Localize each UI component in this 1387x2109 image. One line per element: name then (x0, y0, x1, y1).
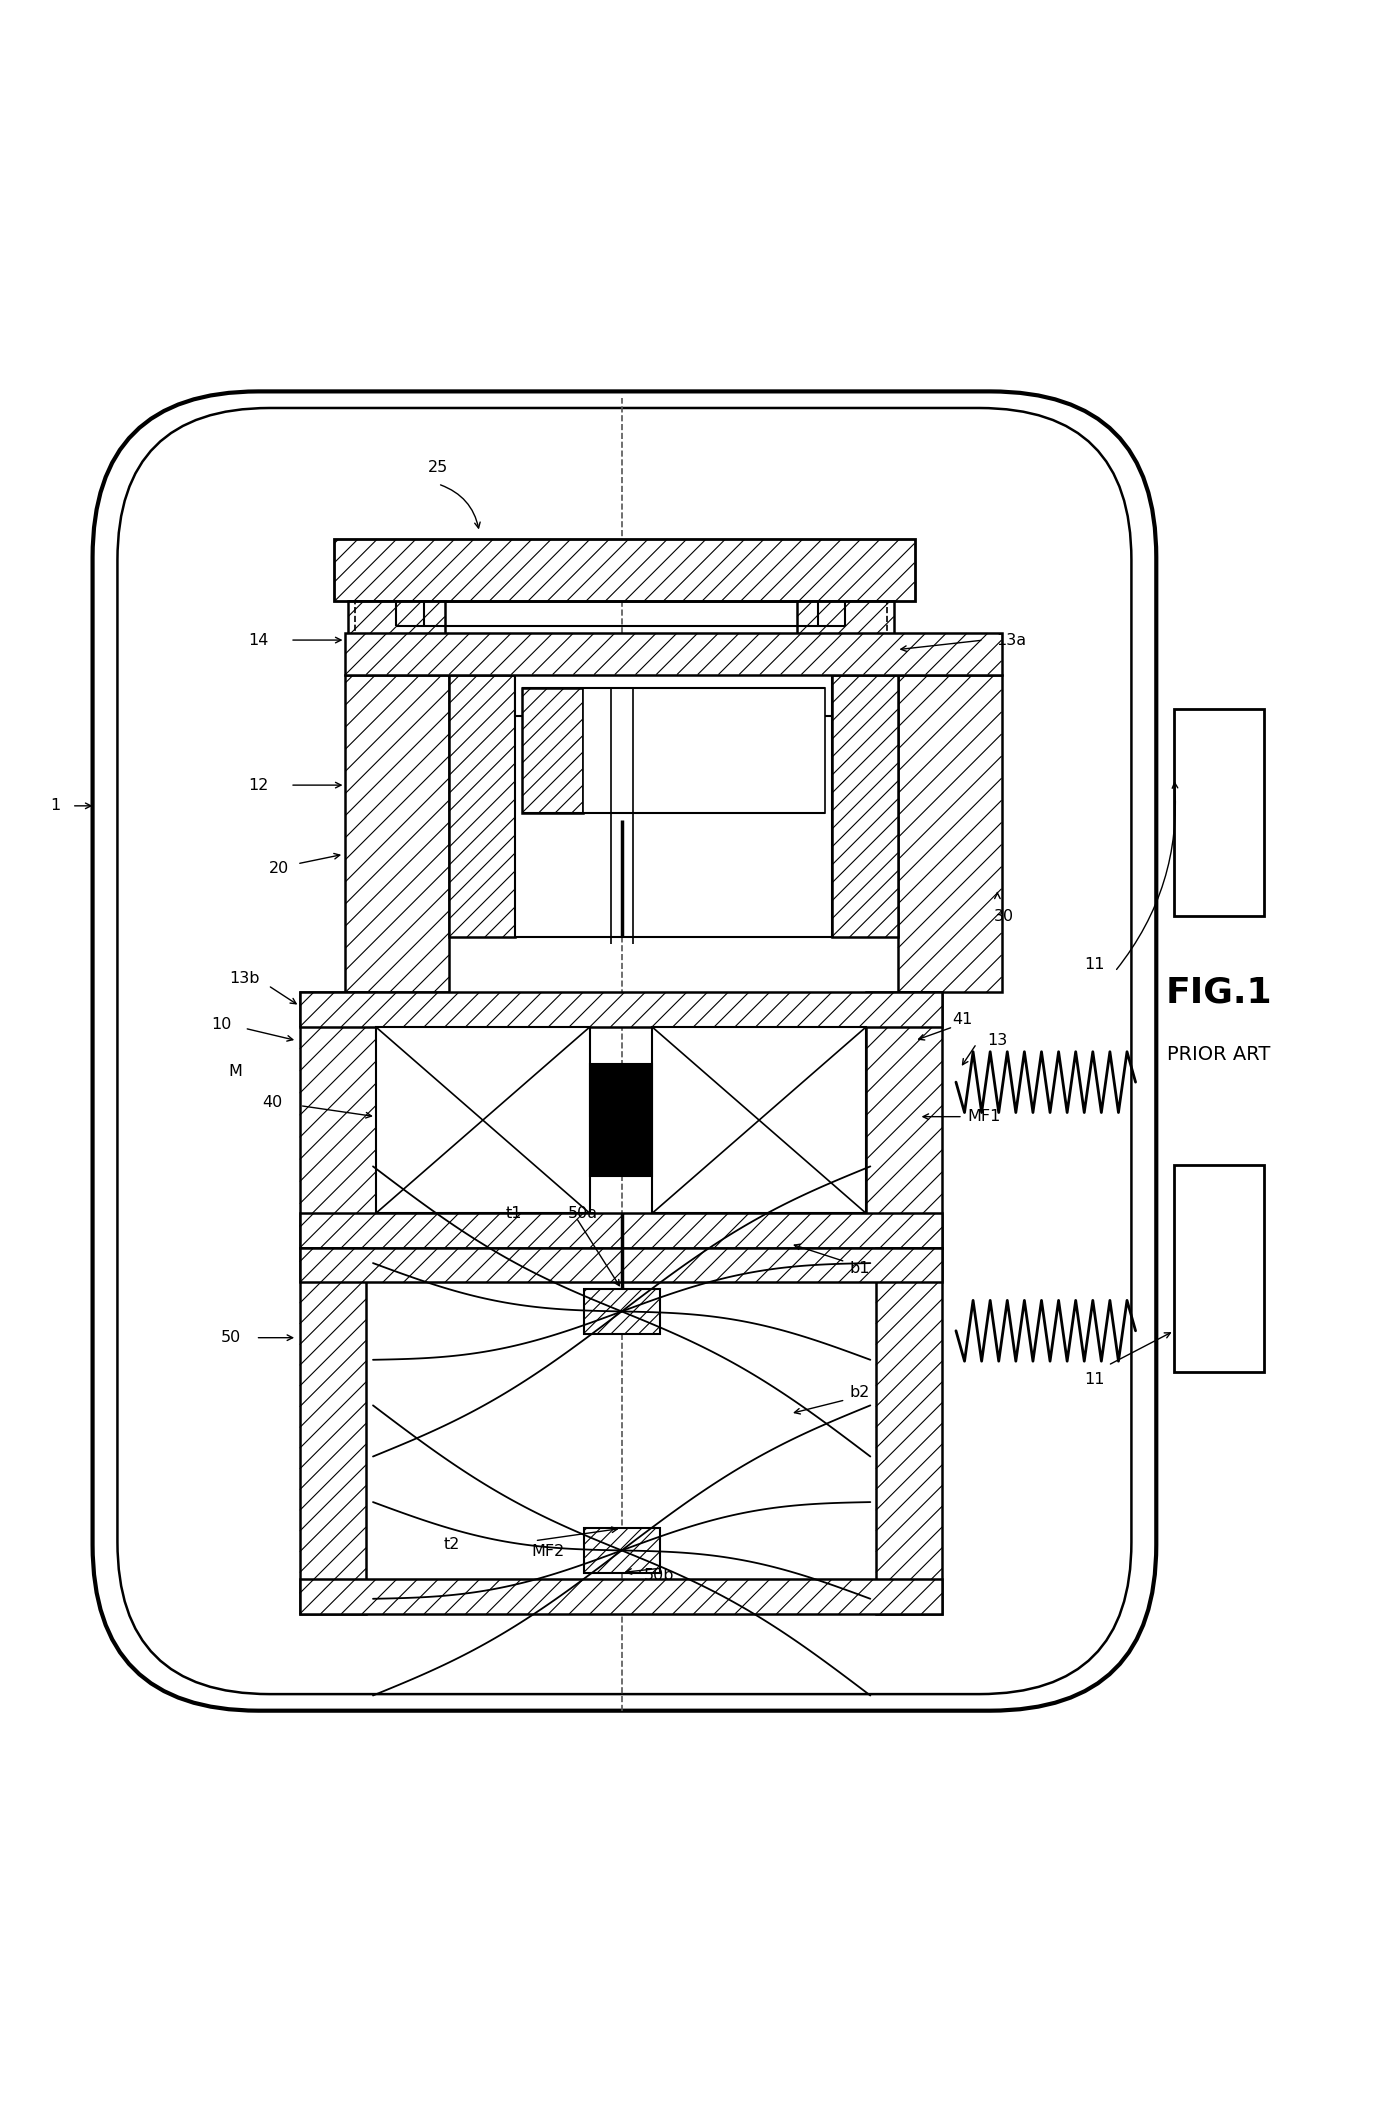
Bar (516, 675, 832, 717)
Bar (300, 1249, 366, 1613)
Bar (583, 688, 825, 812)
Text: 11: 11 (1083, 957, 1104, 972)
Text: 11: 11 (1083, 1371, 1104, 1386)
Text: 13: 13 (988, 1033, 1007, 1048)
Text: 41: 41 (953, 1012, 974, 1027)
Text: 50: 50 (221, 1331, 241, 1346)
Bar (865, 993, 942, 1249)
Bar (1175, 709, 1264, 915)
Bar (875, 1249, 942, 1613)
Text: 20: 20 (269, 860, 290, 875)
Text: MF2: MF2 (531, 1544, 565, 1559)
Bar (348, 601, 445, 675)
Text: 12: 12 (248, 778, 269, 793)
Bar (516, 675, 832, 936)
Bar (522, 688, 583, 812)
Bar (300, 1580, 942, 1613)
Text: t1: t1 (506, 1206, 522, 1221)
Bar (449, 675, 516, 936)
FancyBboxPatch shape (118, 407, 1132, 1694)
Bar (589, 1065, 652, 1177)
Text: PRIOR ART: PRIOR ART (1166, 1044, 1270, 1065)
Bar (584, 1289, 660, 1333)
Bar (300, 993, 376, 1249)
Bar (345, 675, 449, 993)
Bar (652, 1027, 865, 1213)
Text: 25: 25 (427, 460, 448, 475)
FancyBboxPatch shape (93, 392, 1157, 1710)
Bar (334, 540, 914, 601)
Text: 1: 1 (50, 799, 61, 814)
Text: 14: 14 (248, 633, 269, 647)
Text: M: M (227, 1063, 241, 1078)
Text: b2: b2 (849, 1386, 870, 1400)
Bar (897, 675, 1001, 993)
Bar (376, 1027, 589, 1213)
Text: 40: 40 (262, 1095, 283, 1109)
Bar (300, 1213, 942, 1249)
Bar (345, 633, 1001, 675)
Bar (798, 601, 893, 675)
Text: 13a: 13a (996, 633, 1026, 647)
Text: 13b: 13b (229, 970, 259, 987)
Text: 50b: 50b (644, 1567, 674, 1584)
Text: t2: t2 (444, 1537, 460, 1552)
Bar (584, 1529, 660, 1573)
Bar (1175, 1164, 1264, 1373)
Bar (300, 993, 942, 1027)
Text: 50a: 50a (567, 1206, 598, 1221)
Text: b1: b1 (849, 1261, 870, 1276)
Text: FIG.1: FIG.1 (1165, 974, 1272, 1010)
Text: MF1: MF1 (967, 1109, 1000, 1124)
Text: 30: 30 (994, 909, 1014, 924)
Bar (832, 675, 897, 936)
Text: 10: 10 (211, 1017, 232, 1031)
Bar (300, 1249, 942, 1282)
